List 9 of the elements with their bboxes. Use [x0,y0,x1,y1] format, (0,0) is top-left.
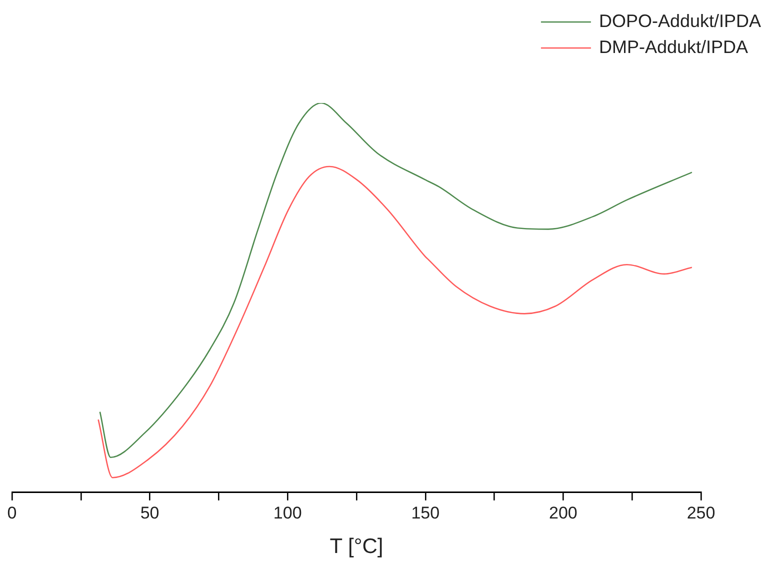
legend-label: DMP-Addukt/IPDA [598,36,748,57]
x-tick-label: 100 [273,503,302,522]
legend-label: DOPO-Addukt/IPDA [598,10,762,31]
x-tick-label: 200 [549,503,578,522]
x-tick-label: 50 [140,503,160,522]
x-tick-label: 250 [686,503,716,522]
x-axis-title: T [°C] [330,535,384,558]
x-tick-label: 0 [7,503,17,522]
x-tick-label: 150 [411,503,440,522]
